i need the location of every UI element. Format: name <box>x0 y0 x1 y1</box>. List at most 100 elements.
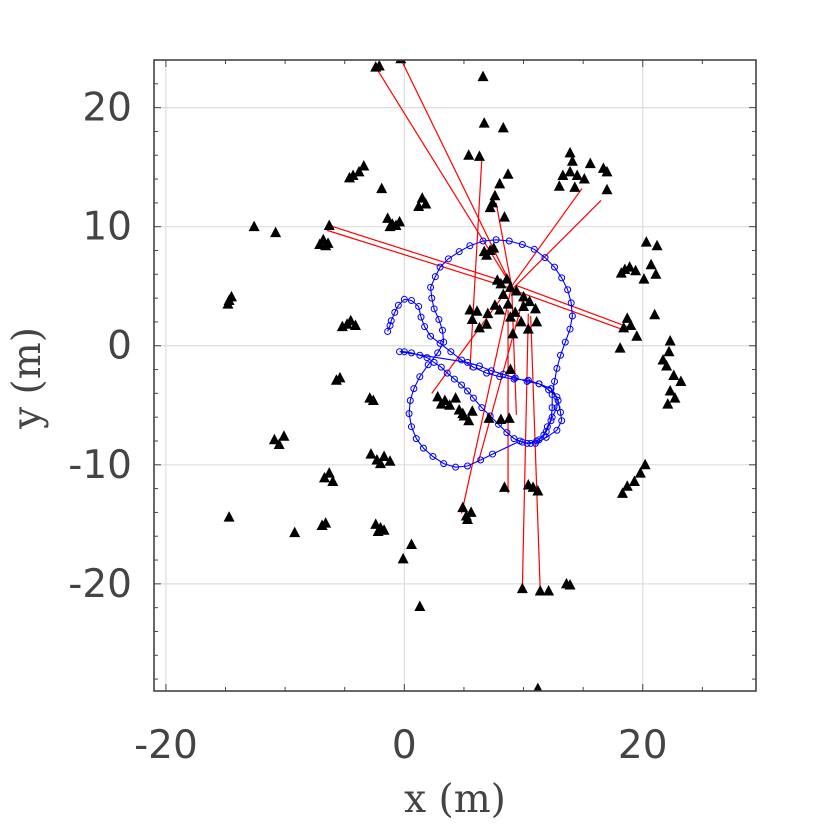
y-tick-label: 10 <box>82 205 132 250</box>
landmark-marker <box>578 173 590 184</box>
trajectory-point <box>478 404 486 412</box>
landmark-marker <box>457 501 469 513</box>
trajectory-point <box>553 364 561 372</box>
landmark-marker <box>270 226 282 238</box>
y-axis-title: y (m) <box>5 327 50 430</box>
trajectory-point <box>551 263 559 271</box>
landmark-marker <box>477 70 489 82</box>
trajectory-point <box>505 237 513 245</box>
trajectory-point <box>427 332 435 340</box>
association-line <box>511 188 583 287</box>
landmark-marker <box>372 525 384 536</box>
association-line <box>512 289 626 331</box>
landmark-marker <box>465 506 477 517</box>
landmark-marker <box>450 392 462 403</box>
landmark-marker <box>624 261 636 272</box>
tick-labels: -20 0 20 20 10 0 -10 -20 <box>68 86 667 768</box>
y-tick-label: 20 <box>82 86 132 131</box>
landmark-marker <box>374 457 386 469</box>
landmark-marker <box>504 363 516 375</box>
landmark-marker <box>621 312 633 323</box>
landmark-marker <box>397 552 409 564</box>
landmark-marker <box>543 584 555 596</box>
landmark-marker <box>661 359 673 371</box>
landmark-marker <box>481 318 493 329</box>
landmark-marker <box>489 299 501 310</box>
trajectory-point <box>424 361 432 369</box>
trajectory-point <box>487 367 495 375</box>
landmark-marker <box>376 182 388 194</box>
landmark-marker <box>501 273 513 284</box>
landmark-marker <box>462 513 474 525</box>
landmark-marker <box>320 517 332 528</box>
trajectory-point <box>396 348 404 356</box>
landmark-marker <box>664 384 676 396</box>
landmark-marker <box>473 321 485 333</box>
landmark-marker <box>601 165 613 177</box>
landmark-marker <box>439 394 451 406</box>
association-line <box>460 286 513 514</box>
landmark-marker <box>504 281 516 292</box>
landmark-marker <box>650 268 662 279</box>
plot-background <box>154 60 756 691</box>
landmark-marker <box>616 487 628 498</box>
trajectory-point <box>458 381 466 389</box>
landmark-marker <box>327 475 339 486</box>
trajectory-point <box>384 327 392 335</box>
plot-frame <box>153 59 757 692</box>
landmark-marker <box>225 290 237 302</box>
landmark-marker <box>432 390 444 402</box>
association-line <box>326 229 509 288</box>
landmark-marker <box>651 239 663 251</box>
landmark-marker <box>510 284 522 296</box>
trajectory-point <box>436 339 444 347</box>
landmark-marker <box>394 215 406 227</box>
landmark-marker <box>502 298 514 309</box>
trajectory-point <box>541 254 549 262</box>
trajectory-point <box>553 404 561 412</box>
landmark-marker <box>569 181 581 192</box>
landmark-marker <box>675 375 687 386</box>
landmark-marker <box>601 183 613 195</box>
trajectory-point <box>561 338 569 346</box>
landmark-marker <box>534 584 546 596</box>
trajectory-point <box>554 397 562 405</box>
association-line <box>477 293 526 463</box>
landmark-marker <box>645 258 657 270</box>
landmark-marker <box>484 201 496 213</box>
trajectory-point <box>416 373 424 381</box>
landmark-marker <box>358 159 370 171</box>
trajectory-point <box>564 286 572 294</box>
trajectory-point <box>479 237 487 245</box>
landmark-marker <box>463 414 475 426</box>
x-tick-label: 20 <box>618 723 668 768</box>
y-tick-label: -10 <box>68 443 132 488</box>
landmark-marker <box>278 430 290 441</box>
association-line <box>530 315 541 592</box>
trajectory-point <box>477 456 485 464</box>
association-line <box>469 158 483 370</box>
landmark-marker <box>353 165 365 177</box>
landmark-marker <box>529 302 541 314</box>
trajectory-point <box>419 444 427 452</box>
association-lines <box>326 60 628 592</box>
landmark-marker <box>502 168 514 179</box>
landmark-marker <box>515 315 527 327</box>
trajectory-series <box>384 236 576 471</box>
trajectory-line <box>387 239 573 468</box>
trajectory-point <box>429 452 437 460</box>
landmark-marker <box>373 60 385 71</box>
landmark-marker <box>668 369 680 380</box>
trajectory-point <box>540 431 548 439</box>
trajectory-point <box>394 301 402 309</box>
landmark-marker <box>497 288 509 300</box>
trajectory-point <box>464 387 472 395</box>
trajectory-point <box>543 423 551 431</box>
trajectory-point <box>440 460 448 468</box>
landmark-marker <box>413 200 425 211</box>
trajectory-point <box>455 248 463 256</box>
trajectory-point <box>566 325 574 333</box>
landmark-marker <box>618 321 630 333</box>
landmark-marker <box>405 538 417 550</box>
